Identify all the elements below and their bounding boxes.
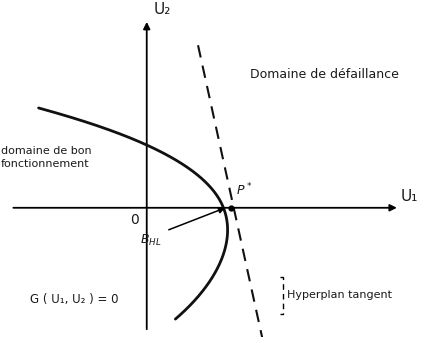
Text: Domaine de défaillance: Domaine de défaillance: [250, 68, 399, 81]
Text: $B_{HL}$: $B_{HL}$: [140, 233, 161, 248]
Text: U₂: U₂: [153, 2, 171, 17]
Text: 0: 0: [130, 213, 139, 227]
Text: G ( U₁, U₂ ) = 0: G ( U₁, U₂ ) = 0: [30, 293, 119, 306]
Text: domaine de bon
fonctionnement: domaine de bon fonctionnement: [1, 146, 92, 169]
Text: U₁: U₁: [401, 189, 418, 204]
Text: Hyperplan tangent: Hyperplan tangent: [288, 290, 392, 300]
Text: $P^*$: $P^*$: [236, 182, 253, 199]
